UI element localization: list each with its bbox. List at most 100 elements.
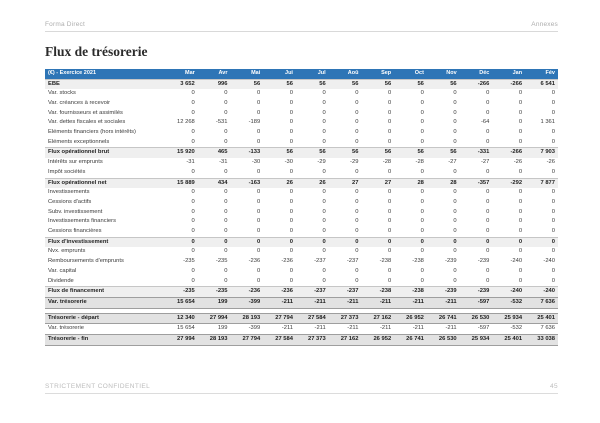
cell-value: 0 xyxy=(322,198,326,205)
cell-value: 0 xyxy=(453,218,457,225)
cell-value: 0 xyxy=(486,90,490,97)
cell-value: 1 361 xyxy=(540,119,555,126)
cell-value: 0 xyxy=(551,109,555,116)
cell-value: 0 xyxy=(257,218,261,225)
cell-value: 0 xyxy=(492,236,526,248)
cell-value: 12 340 xyxy=(165,312,198,325)
cell-value: 15 654 xyxy=(165,296,198,309)
cell-value: 28 193 xyxy=(197,334,231,346)
cell-value: 0 xyxy=(355,277,359,284)
cell-value: 0 xyxy=(224,267,228,274)
cell-value: 0 xyxy=(197,236,231,248)
cell-value: -597 xyxy=(459,296,493,309)
cell-value: 0 xyxy=(191,129,195,136)
confidentiality-notice: STRICTEMENT CONFIDENTIEL xyxy=(45,383,151,390)
page-header: Forma Direct Annexes xyxy=(45,21,558,32)
cell-value: 0 xyxy=(191,189,195,196)
cell-value: 0 xyxy=(191,168,195,175)
cell-value: 0 xyxy=(191,109,195,116)
cell-value: 0 xyxy=(387,218,392,225)
cell-value: 56 xyxy=(230,78,264,90)
cell-value: -238 xyxy=(394,286,427,298)
row-label: Intérêts sur emprunts xyxy=(48,159,103,166)
cell-value: 0 xyxy=(387,138,392,145)
row-label: Dividende xyxy=(48,277,74,284)
cell-value: 0 xyxy=(453,277,457,284)
row-label: Trésorerie - départ xyxy=(45,312,166,325)
cell-value: 0 xyxy=(387,198,392,205)
cell-value: 56 xyxy=(328,78,362,90)
row-label: Var. créances à recevoir xyxy=(48,99,111,106)
cell-value: 0 xyxy=(486,138,490,145)
month-header: Jui xyxy=(263,69,296,79)
cell-value: 0 xyxy=(257,129,261,136)
cell-value: 0 xyxy=(420,277,424,284)
row-label: Var. trésorerie xyxy=(48,325,84,332)
cell-value: 0 xyxy=(289,267,293,274)
cell-value: 0 xyxy=(518,90,523,97)
cell-value: 0 xyxy=(518,119,523,126)
cell-value: 0 xyxy=(486,109,490,116)
cell-value: 0 xyxy=(322,218,326,225)
cell-value: 0 xyxy=(518,248,523,255)
cell-value: -240 xyxy=(492,286,526,298)
table-row: Var. trésorerie 15 654 199 -399 -211 -211 -211… xyxy=(45,323,558,335)
cell-value: 0 xyxy=(257,277,261,284)
cell-value: 0 xyxy=(224,277,228,284)
cell-value: 0 xyxy=(191,99,195,106)
cell-value: 15 889 xyxy=(165,177,198,189)
cell-value: 0 xyxy=(224,168,228,175)
cell-value: 0 xyxy=(486,189,490,196)
cell-value: -292 xyxy=(492,177,526,189)
cell-value: 0 xyxy=(322,277,326,284)
cell-value: 0 xyxy=(453,109,457,116)
cell-value: -235 xyxy=(215,258,228,265)
cell-value: 26 530 xyxy=(426,334,460,346)
cell-value: 0 xyxy=(361,236,395,248)
table-row: Var. créances à recevoir 0 0 0 0 0 0 0 0 0 0 0 0 xyxy=(45,98,558,109)
cell-value: 0 xyxy=(224,248,228,255)
cell-value: 0 xyxy=(257,109,261,116)
cell-value: 0 xyxy=(224,129,228,136)
cell-value: -237 xyxy=(295,286,329,298)
month-header: Jul xyxy=(295,69,329,79)
cell-value: 0 xyxy=(322,90,326,97)
table-row: Trésorerie - départ 12 340 27 994 28 193 27 … xyxy=(45,312,558,325)
cell-value: 0 xyxy=(355,119,359,126)
cell-value: 0 xyxy=(257,208,261,215)
cell-value: 0 xyxy=(322,168,326,175)
cell-value: 7 903 xyxy=(525,147,558,159)
cell-value: 27 584 xyxy=(263,334,296,346)
cell-value: 0 xyxy=(224,189,228,196)
cell-value: -133 xyxy=(230,147,264,159)
cell-value: 0 xyxy=(486,277,490,284)
cell-value: 0 xyxy=(453,228,457,235)
cell-value: 0 xyxy=(453,208,457,215)
cell-value: 0 xyxy=(224,208,228,215)
cell-value: 25 401 xyxy=(492,334,526,346)
cell-value: -399 xyxy=(248,325,261,332)
table-row: Flux opérationnel brut 15 920 465 -133 56 56 5… xyxy=(45,147,558,159)
cell-value: 0 xyxy=(191,277,195,284)
cell-value: 56 xyxy=(361,78,395,90)
cell-value: 0 xyxy=(420,198,424,205)
cell-value: -211 xyxy=(295,296,329,309)
cell-value: 27 xyxy=(361,177,395,189)
cell-value: 0 xyxy=(224,218,228,225)
cell-value: -211 xyxy=(361,296,395,309)
cell-value: 0 xyxy=(191,228,195,235)
table-row: Var. capital 0 0 0 0 0 0 0 0 0 0 0 0 xyxy=(45,266,558,277)
cell-value: 0 xyxy=(551,218,555,225)
cell-value: 0 xyxy=(387,99,392,106)
cell-value: -266 xyxy=(459,78,493,90)
month-header: Fév xyxy=(525,69,558,79)
cell-value: 0 xyxy=(322,208,326,215)
table-row: Eléments exceptionnels 0 0 0 0 0 0 0 0 0 0 0 0 xyxy=(45,137,558,148)
cell-value: 27 994 xyxy=(165,334,198,346)
cell-value: 0 xyxy=(387,189,392,196)
table-row: Var. dettes fiscales et sociales 12 268 -5… xyxy=(45,118,558,129)
cell-value: 0 xyxy=(453,267,457,274)
row-label: Cessions d'actifs xyxy=(48,198,92,205)
cell-value: -189 xyxy=(248,119,261,126)
cell-value: 12 268 xyxy=(177,119,195,126)
